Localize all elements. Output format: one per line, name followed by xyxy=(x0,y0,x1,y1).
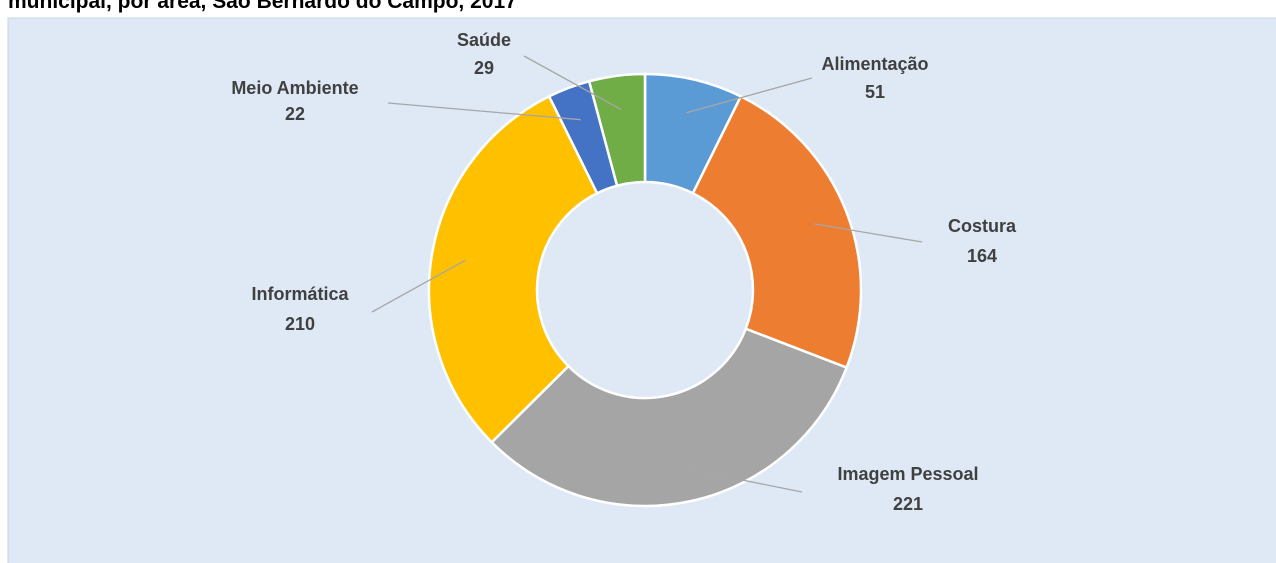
data-label-value: 221 xyxy=(893,494,923,514)
data-label-value: 51 xyxy=(865,82,885,102)
leader-line xyxy=(371,259,466,313)
chart-title: municipal, por área, São Bernardo do Cam… xyxy=(8,0,517,13)
data-label-name: Imagem Pessoal xyxy=(837,464,978,484)
data-label-value: 210 xyxy=(285,314,315,334)
data-label-name: Saúde xyxy=(457,30,511,50)
data-label-value: 29 xyxy=(474,58,494,78)
data-label-name: Informática xyxy=(251,284,349,304)
donut-slice xyxy=(691,94,863,370)
leader-line xyxy=(682,467,803,493)
leader-line xyxy=(387,102,581,121)
donut-slice xyxy=(489,327,849,508)
leader-line xyxy=(523,55,622,111)
data-label-value: 164 xyxy=(967,246,997,266)
leader-line xyxy=(686,77,813,114)
leader-line xyxy=(814,223,923,243)
data-label-name: Alimentação xyxy=(821,54,928,74)
donut-slice xyxy=(587,72,647,188)
data-label-name: Meio Ambiente xyxy=(231,78,358,98)
data-label-name: Costura xyxy=(948,216,1017,236)
donut-slice xyxy=(427,94,599,444)
data-label-value: 22 xyxy=(285,104,305,124)
